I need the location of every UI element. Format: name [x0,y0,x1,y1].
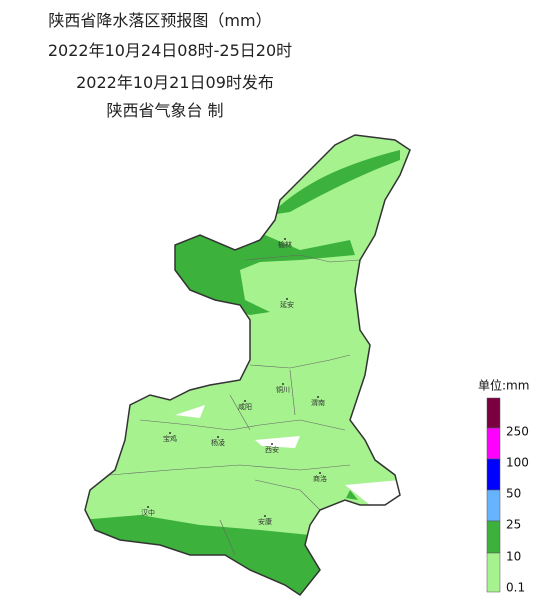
city-dot [264,515,266,517]
city-dot [317,396,319,398]
legend-swatch [486,552,501,593]
rain-zone-small [346,490,358,500]
city-dot [271,443,273,445]
city-label: 宝鸡 [163,434,177,443]
legend-swatch [486,489,501,522]
city-dot [319,472,321,474]
rain-zone-northwest [165,230,355,315]
city-dot [217,436,219,438]
city-label: 铜川 [276,385,290,394]
legend-swatch [486,397,501,429]
legend-label: 100 [506,456,529,470]
dry-zone [175,405,205,418]
rain-zone-north [270,150,400,215]
city-dot [282,383,284,385]
issuer: 陕西省气象台 制 [106,101,223,120]
legend-label: 50 [506,487,521,501]
legend-unit: 单位:mm [478,378,529,393]
issue-time: 2022年10月21日09时发布 [76,73,274,92]
map-title: 陕西省降水落区预报图（mm） [48,11,271,30]
city-dot [286,298,288,300]
legend-swatch [486,427,501,460]
city-label: 汉中 [141,508,155,517]
city-label: 商洛 [313,474,327,483]
city-label: 西安 [265,445,279,454]
legend-label: 25 [506,518,521,532]
forecast-period: 2022年10月24日08时-25日20时 [48,41,292,60]
dry-zone [255,436,300,448]
legend-label: 250 [506,425,529,439]
legend-swatch [486,520,501,554]
city-boundaries [109,254,361,556]
city-label: 杨凌 [211,438,225,447]
legend-swatch [486,458,501,491]
map-area [85,135,410,595]
city-label: 榆林 [278,240,292,249]
city-dot [147,506,149,508]
city-dot [169,432,171,434]
city-label: 延安 [280,300,294,309]
city-dot [244,400,246,402]
legend-label: 0.1 [506,581,525,595]
legend-label: 10 [506,550,521,564]
city-dot [284,238,286,240]
city-label: 安康 [258,517,272,526]
city-label: 渭南 [311,398,325,407]
city-label: 咸阳 [238,402,252,411]
